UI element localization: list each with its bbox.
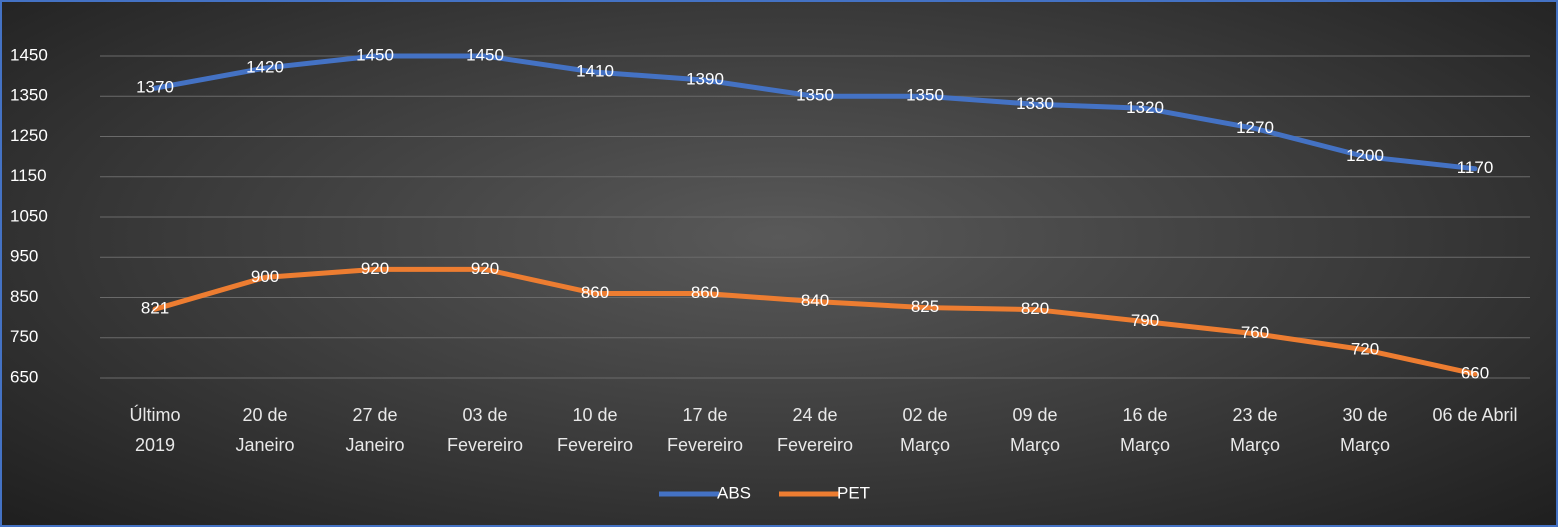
data-label: 821 <box>141 299 169 318</box>
data-label: 860 <box>691 283 719 302</box>
data-label: 1450 <box>356 45 394 64</box>
x-tick-label: 09 de Março <box>1009 405 1060 455</box>
x-tick-label: 27 de Janeiro <box>345 405 405 455</box>
legend-label: PET <box>837 483 870 502</box>
x-tick-label: 03 de Fevereiro <box>446 405 524 455</box>
x-tick-label: 24 de Fevereiro <box>776 405 854 455</box>
data-label: 790 <box>1131 311 1159 330</box>
y-tick-label: 850 <box>10 287 38 306</box>
x-tick-label: Último 2019 <box>129 405 181 455</box>
x-tick-label: 10 de Fevereiro <box>556 405 634 455</box>
y-tick-label: 750 <box>10 327 38 346</box>
data-label: 900 <box>251 267 279 286</box>
series-line <box>152 266 1478 377</box>
x-tick-label: 02 de Março <box>899 405 950 455</box>
data-label: 660 <box>1461 363 1489 382</box>
series-line <box>152 53 1478 172</box>
data-label: 1350 <box>906 86 944 105</box>
data-label: 1320 <box>1126 98 1164 117</box>
x-tick-label: 06 de Abril <box>1432 405 1518 425</box>
y-tick-label: 650 <box>10 367 38 386</box>
data-label: 760 <box>1241 323 1269 342</box>
data-label: 840 <box>801 291 829 310</box>
y-tick-label: 1250 <box>10 126 48 145</box>
x-tick-label: 17 de Fevereiro <box>666 405 744 455</box>
x-tick-label: 16 de Março <box>1119 405 1170 455</box>
x-tick-label: 23 de Março <box>1229 405 1280 455</box>
data-label: 1420 <box>246 58 284 77</box>
data-label: 1390 <box>686 70 724 89</box>
data-label: 825 <box>911 297 939 316</box>
y-tick-label: 950 <box>10 247 38 266</box>
y-tick-label: 1150 <box>10 166 47 185</box>
data-label: 720 <box>1351 339 1379 358</box>
data-label: 1200 <box>1346 146 1384 165</box>
data-label: 820 <box>1021 299 1049 318</box>
data-label: 1410 <box>576 62 614 81</box>
y-tick-label: 1050 <box>10 206 48 225</box>
data-label: 1330 <box>1016 94 1054 113</box>
data-label: 860 <box>581 283 609 302</box>
data-label: 1370 <box>136 78 174 97</box>
y-tick-label: 1350 <box>10 86 48 105</box>
legend-label: ABS <box>717 483 751 502</box>
x-tick-label: 30 de Março <box>1339 405 1390 455</box>
data-label: 920 <box>471 259 499 278</box>
data-label: 1450 <box>466 45 504 64</box>
data-label: 1170 <box>1457 158 1494 177</box>
y-tick-label: 1450 <box>10 45 48 64</box>
x-tick-label: 20 de Janeiro <box>235 405 295 455</box>
data-label: 1270 <box>1236 118 1274 137</box>
data-label: 1350 <box>796 86 834 105</box>
data-label: 920 <box>361 259 389 278</box>
